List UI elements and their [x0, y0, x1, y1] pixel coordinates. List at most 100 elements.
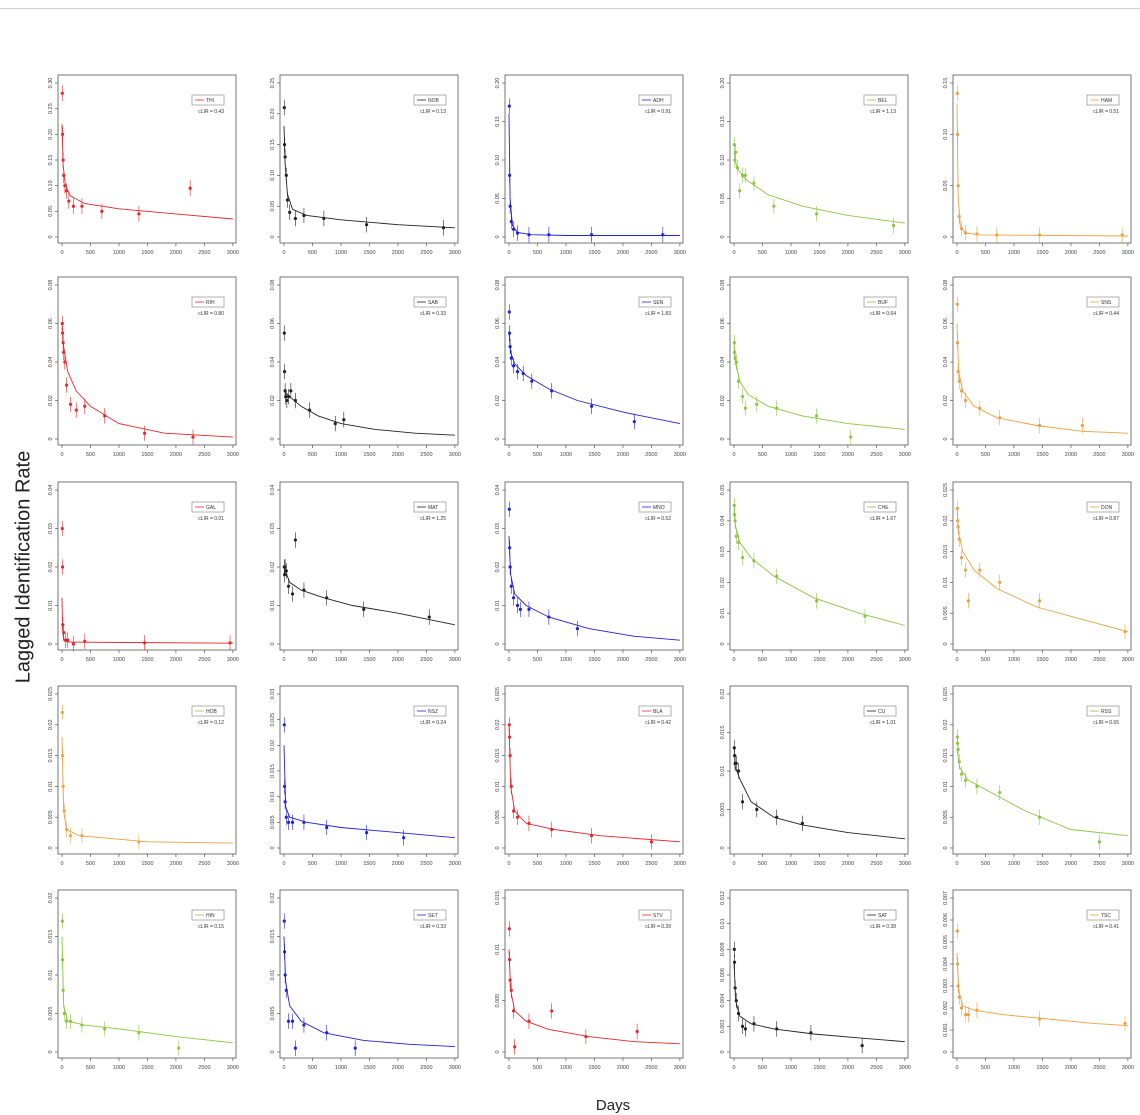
- x-tick-label: 0: [732, 861, 735, 867]
- x-tick-label: 2000: [842, 1065, 854, 1071]
- data-point: [736, 769, 741, 773]
- x-tick-label: 1500: [813, 250, 825, 256]
- x-tick-label: 1500: [363, 250, 375, 256]
- x-tick-label: 1000: [560, 657, 572, 663]
- data-point: [814, 599, 819, 603]
- data-point: [584, 1035, 588, 1039]
- x-tick-label: 1000: [113, 250, 125, 256]
- data-point: [955, 962, 960, 966]
- data-point: [732, 960, 737, 964]
- y-tick-label: 0.01: [495, 944, 501, 955]
- clir-annotation: cLIR = 0.65: [1093, 720, 1119, 726]
- y-tick-label: 0.15: [48, 155, 54, 166]
- panel-svg: 0 0.005 0.01 0.015 0.02 0.025 0.03 0 500 1000 1500…: [270, 685, 461, 867]
- data-point: [734, 150, 738, 154]
- panel-svg: 0 0.005 0.01 0.015 0.02 0.025 0 500 1000 1500 2000…: [943, 481, 1134, 663]
- x-tick-label: 2000: [1065, 452, 1077, 458]
- y-tick-label: 0.05: [48, 206, 54, 217]
- x-tick-label: 0: [507, 1065, 510, 1071]
- data-point: [955, 741, 960, 745]
- data-point: [508, 204, 512, 208]
- x-tick-label: 3000: [674, 1065, 686, 1071]
- data-point: [956, 525, 960, 529]
- data-point: [60, 526, 64, 531]
- data-point: [732, 503, 736, 507]
- legend-box: [191, 909, 225, 921]
- fit-curve: [283, 390, 455, 436]
- y-tick-label: 0.03: [720, 546, 726, 557]
- x-tick-label: 0: [282, 861, 285, 867]
- y-tick-label: 0.01: [943, 781, 949, 792]
- data-point: [511, 1009, 516, 1013]
- plot-frame: [952, 685, 1132, 855]
- data-point: [515, 815, 520, 819]
- y-tick-label: 0.02: [720, 395, 726, 406]
- data-point: [507, 735, 512, 739]
- data-point: [1037, 1017, 1042, 1021]
- data-point: [1037, 815, 1042, 819]
- x-tick-label: 1500: [141, 861, 153, 867]
- y-tick-label: 0: [943, 1050, 949, 1053]
- panel-svg: 0 0.005 0.01 0.015 0.02 0.025 0 500 1000 1500 2000…: [495, 685, 686, 867]
- data-point: [137, 1031, 141, 1035]
- clir-annotation: cLIR = 0.39: [645, 924, 671, 930]
- y-tick-label: 0.04: [270, 357, 276, 368]
- data-point: [293, 1046, 297, 1050]
- data-point: [71, 642, 75, 646]
- data-point: [734, 999, 738, 1003]
- y-tick-label: 0.08: [943, 280, 949, 291]
- panel-svg: 0 0.05 0.10 0.15 0.20 0 500 1000 1500 2000 2500 300…: [720, 74, 911, 256]
- data-point: [284, 815, 288, 819]
- data-point: [775, 406, 779, 410]
- data-point: [325, 825, 329, 830]
- data-point: [142, 641, 147, 645]
- x-tick-label: 3000: [449, 1065, 461, 1071]
- x-tick-label: 1500: [1036, 657, 1048, 663]
- plot-frame: [279, 889, 459, 1059]
- x-tick-label: 3000: [449, 657, 461, 663]
- x-tick-label: 3000: [227, 250, 239, 256]
- y-tick-label: 0.20: [48, 129, 54, 140]
- x-tick-label: 0: [507, 250, 510, 256]
- clir-annotation: cLIR = 0.13: [420, 109, 446, 115]
- y-tick-label: 0.03: [495, 523, 501, 534]
- x-tick-label: 1000: [1008, 452, 1020, 458]
- data-point: [142, 431, 147, 435]
- legend-label: RSS: [1101, 709, 1112, 715]
- data-point: [959, 772, 964, 776]
- data-point: [1097, 840, 1101, 844]
- x-tick-label: 1000: [113, 861, 125, 867]
- x-tick-label: 3000: [227, 861, 239, 867]
- panel-svg: 0 0.01 0.02 0.03 0.04 0 500 1000 1500 2000 2500 300…: [270, 481, 461, 663]
- x-tick-label: 1500: [588, 1065, 600, 1071]
- y-tick-label: 0.01: [48, 970, 54, 981]
- x-tick-label: 1000: [785, 250, 797, 256]
- plot-frame: [57, 889, 237, 1059]
- clir-annotation: cLIR = 1.01: [870, 720, 896, 726]
- data-point: [995, 233, 999, 237]
- data-point: [285, 398, 289, 403]
- data-point: [521, 371, 525, 376]
- chart-panel-hob: 0 0.005 0.01 0.015 0.02 0.025 0 500 1000 1500 2000…: [28, 685, 248, 883]
- legend-label: SNS: [1101, 300, 1112, 306]
- clir-annotation: cLIR = 1.13: [870, 109, 896, 115]
- fit-curve: [508, 333, 680, 425]
- legend-box: [413, 296, 447, 308]
- chart-panel-buf: 0 0.02 0.04 0.06 0.08 0 500 1000 1500 2000 2500 300…: [700, 276, 920, 474]
- data-point: [325, 1031, 329, 1035]
- x-tick-label: 0: [60, 861, 63, 867]
- data-point: [955, 341, 960, 345]
- fit-curve: [61, 936, 233, 1044]
- data-point: [743, 173, 747, 177]
- x-tick-label: 2000: [617, 861, 629, 867]
- legend-label: SAT: [878, 913, 887, 919]
- data-point: [282, 784, 287, 788]
- x-tick-label: 0: [507, 861, 510, 867]
- x-tick-label: 500: [758, 861, 767, 867]
- data-point: [284, 395, 288, 399]
- plot-frame: [952, 74, 1132, 244]
- y-tick-label: 0.06: [48, 318, 54, 329]
- y-tick-label: 0.001: [943, 1023, 949, 1037]
- data-point: [427, 615, 431, 619]
- data-point: [508, 345, 512, 349]
